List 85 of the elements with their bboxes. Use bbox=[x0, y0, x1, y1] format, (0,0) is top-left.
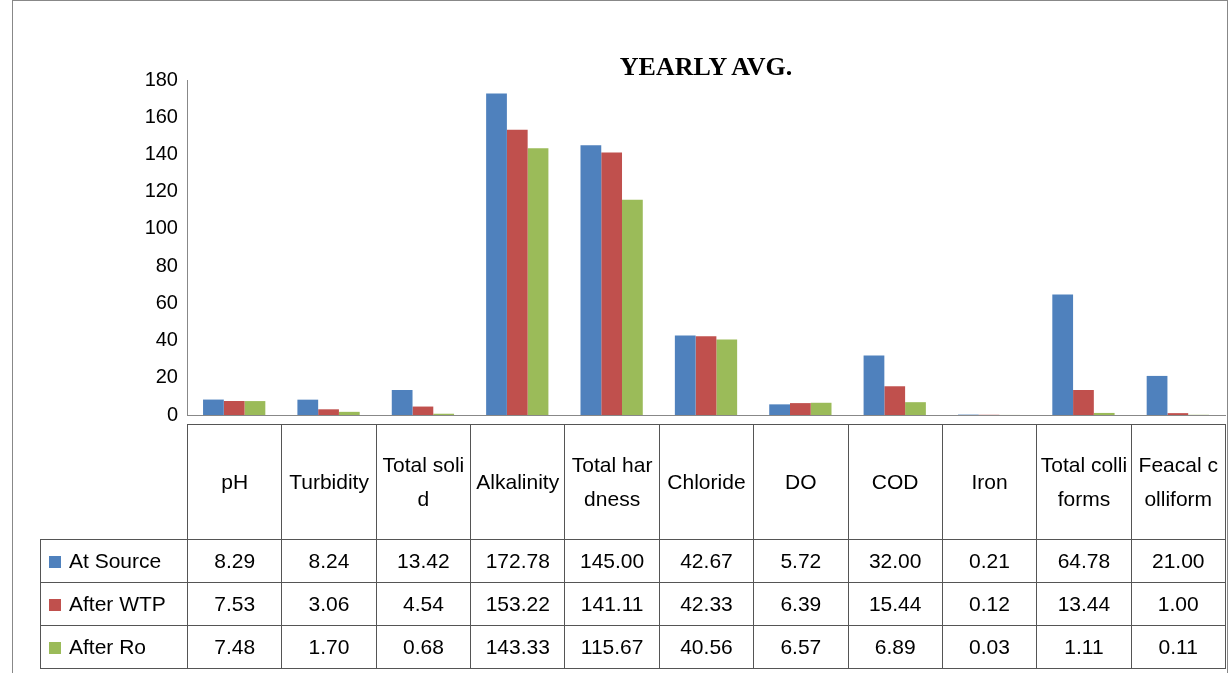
y-tick-label: 0 bbox=[166, 402, 178, 425]
y-tick-label: 180 bbox=[144, 67, 178, 90]
bar bbox=[203, 399, 224, 415]
y-tick-label: 140 bbox=[144, 141, 178, 164]
data-label: 64.78 bbox=[1036, 539, 1132, 583]
data-label: 6.39 bbox=[753, 582, 849, 626]
x-tick-label: Total solid bbox=[376, 424, 471, 540]
data-label: 141.11 bbox=[564, 582, 660, 626]
bar bbox=[810, 402, 832, 415]
data-label: 42.33 bbox=[659, 582, 754, 626]
data-label: 172.78 bbox=[470, 539, 565, 583]
legend-label: At Source bbox=[40, 539, 188, 583]
x-tick-label: Turbidity bbox=[281, 424, 377, 540]
data-label: 153.22 bbox=[470, 582, 565, 626]
x-tick-label: Total hardness bbox=[564, 424, 660, 540]
chart-title: YEARLY AVG. bbox=[618, 52, 794, 82]
bar bbox=[412, 406, 434, 415]
bar bbox=[506, 129, 528, 415]
bar bbox=[1146, 375, 1168, 415]
data-label: 42.67 bbox=[659, 539, 754, 583]
data-label: 7.53 bbox=[187, 582, 282, 626]
bar bbox=[1073, 389, 1094, 415]
data-label: 3.06 bbox=[281, 582, 377, 626]
y-tick-label: 80 bbox=[155, 253, 178, 276]
bar bbox=[674, 335, 696, 415]
bar bbox=[338, 411, 360, 415]
y-tick-label: 60 bbox=[155, 290, 178, 313]
y-tick-label: 160 bbox=[144, 104, 178, 127]
data-label: 1.70 bbox=[281, 625, 377, 669]
data-label: 0.11 bbox=[1131, 625, 1226, 669]
data-label: 32.00 bbox=[848, 539, 943, 583]
data-label: 6.89 bbox=[848, 625, 943, 669]
x-tick-label: Alkalinity bbox=[470, 424, 565, 540]
data-label: 1.00 bbox=[1131, 582, 1226, 626]
bar bbox=[769, 404, 790, 415]
x-tick-label: COD bbox=[848, 424, 943, 540]
bar bbox=[716, 339, 738, 415]
data-label: 4.54 bbox=[376, 582, 471, 626]
bar bbox=[884, 386, 906, 415]
bar bbox=[486, 93, 507, 415]
data-label: 1.11 bbox=[1036, 625, 1132, 669]
bar bbox=[601, 152, 623, 415]
data-label: 8.29 bbox=[187, 539, 282, 583]
x-tick-label: Total colliforms bbox=[1036, 424, 1132, 540]
x-tick-label: Feacal colliform bbox=[1131, 424, 1226, 540]
bar bbox=[244, 401, 266, 415]
data-label: 143.33 bbox=[470, 625, 565, 669]
data-label: 7.48 bbox=[187, 625, 282, 669]
bar bbox=[863, 355, 885, 415]
x-tick-label: Chloride bbox=[659, 424, 754, 540]
data-label: 21.00 bbox=[1131, 539, 1226, 583]
data-label: 15.44 bbox=[848, 582, 943, 626]
data-label: 13.42 bbox=[376, 539, 471, 583]
data-label: 115.67 bbox=[564, 625, 660, 669]
bar bbox=[1093, 412, 1115, 415]
y-tick-label: 120 bbox=[144, 179, 178, 202]
bar bbox=[223, 400, 245, 415]
data-label: 0.68 bbox=[376, 625, 471, 669]
data-label: 6.57 bbox=[753, 625, 849, 669]
y-tick-label: 100 bbox=[144, 216, 178, 239]
data-label: 145.00 bbox=[564, 539, 660, 583]
x-tick-label: DO bbox=[753, 424, 849, 540]
bar bbox=[527, 148, 549, 415]
data-label: 0.03 bbox=[942, 625, 1037, 669]
data-label: 40.56 bbox=[659, 625, 754, 669]
bar bbox=[318, 409, 339, 415]
y-tick-label: 20 bbox=[155, 365, 178, 388]
bar bbox=[1052, 294, 1074, 415]
bar bbox=[905, 402, 926, 415]
x-tick-label: pH bbox=[187, 424, 282, 540]
bar bbox=[580, 145, 602, 415]
legend-label: After WTP bbox=[40, 582, 188, 626]
data-label: 8.24 bbox=[281, 539, 377, 583]
bar bbox=[695, 336, 717, 415]
data-label: 5.72 bbox=[753, 539, 849, 583]
data-label: 13.44 bbox=[1036, 582, 1132, 626]
legend-label: After Ro bbox=[40, 625, 188, 669]
data-label: 0.21 bbox=[942, 539, 1037, 583]
bar bbox=[297, 399, 319, 415]
data-label: 0.12 bbox=[942, 582, 1037, 626]
bar bbox=[622, 199, 643, 415]
bar bbox=[391, 390, 413, 415]
x-tick-label: Iron bbox=[942, 424, 1037, 540]
y-tick-label: 40 bbox=[155, 328, 178, 351]
bar bbox=[789, 403, 811, 415]
